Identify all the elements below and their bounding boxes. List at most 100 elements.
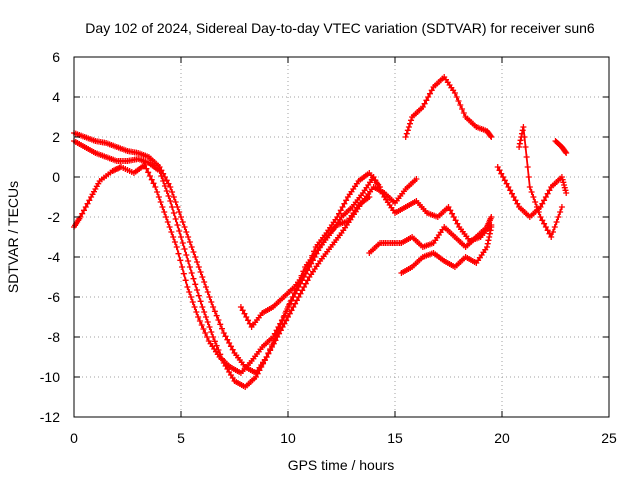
data-point: [526, 184, 533, 190]
data-point: [210, 304, 217, 310]
data-point: [198, 322, 205, 328]
data-point: [542, 224, 549, 230]
data-point: [366, 194, 373, 200]
data-point: [179, 240, 186, 246]
data-point: [305, 261, 312, 268]
data-point: [286, 310, 293, 317]
data-point: [404, 127, 411, 134]
data-point: [171, 239, 178, 245]
data-point: [173, 244, 180, 250]
data-point: [428, 87, 435, 94]
data-point: [196, 318, 203, 324]
data-point: [290, 304, 297, 310]
data-point: [176, 228, 183, 234]
data-point: [178, 214, 184, 220]
data-point: [186, 289, 193, 295]
data-point: [377, 184, 384, 190]
data-point: [226, 340, 233, 346]
data-point: [423, 97, 430, 104]
series-layer: [71, 74, 570, 390]
y-tick-labels: -12 -10 -8 -6 -4 -2 0 2 4 6: [40, 49, 60, 425]
series-line: [368, 216, 493, 254]
x-tick-label: 20: [494, 430, 510, 446]
data-point: [522, 144, 529, 150]
data-point: [186, 264, 193, 270]
data-point: [419, 104, 426, 110]
series-track-7: [398, 224, 495, 276]
data-point: [169, 189, 176, 195]
data-point: [175, 250, 182, 257]
data-point: [169, 204, 176, 210]
data-point: [486, 230, 493, 237]
data-point: [512, 197, 519, 204]
x-tick-label: 0: [70, 430, 78, 446]
data-point: [484, 240, 491, 247]
data-point: [170, 234, 177, 240]
data-point: [191, 304, 198, 310]
data-point: [500, 174, 507, 180]
data-point: [204, 319, 211, 325]
data-point: [150, 180, 157, 187]
data-point: [486, 234, 493, 240]
y-tick-label: 0: [52, 169, 60, 185]
data-point: [181, 246, 188, 252]
data-point: [542, 194, 549, 200]
data-point: [402, 134, 409, 140]
data-point: [86, 197, 93, 204]
data-point: [174, 222, 181, 228]
series-track-6: [366, 214, 495, 256]
data-point: [403, 130, 410, 137]
data-point: [562, 187, 569, 194]
data-point: [524, 164, 531, 170]
data-point: [548, 234, 555, 240]
data-point: [413, 176, 420, 182]
data-point: [199, 304, 206, 310]
y-tick-label: 6: [52, 49, 60, 65]
data-point: [193, 309, 200, 315]
plot-frame: [73, 56, 610, 418]
data-point: [199, 274, 206, 280]
data-point: [170, 194, 177, 200]
data-point: [307, 257, 314, 263]
series-track-10: [552, 138, 570, 156]
y-axis-label: SDTVAR / TECUs: [5, 181, 21, 293]
series-line: [73, 140, 493, 388]
data-point: [192, 281, 199, 288]
data-point: [168, 229, 175, 235]
data-point: [379, 190, 386, 197]
data-point: [289, 294, 296, 300]
data-point: [293, 297, 300, 304]
data-point: [197, 298, 204, 305]
data-point: [79, 210, 86, 217]
x-tick-label: 10: [280, 430, 296, 446]
data-point: [505, 184, 512, 190]
data-point: [532, 199, 539, 205]
data-point: [210, 334, 217, 340]
data-point: [187, 294, 194, 300]
data-point: [237, 304, 244, 310]
data-point: [539, 200, 546, 207]
data-point: [421, 100, 428, 107]
chart-title: Day 102 of 2024, Sidereal Day-to-day VTE…: [85, 20, 595, 36]
data-point: [291, 290, 298, 296]
data-point: [260, 360, 267, 367]
data-point: [544, 190, 551, 197]
series-track-5: [402, 74, 495, 140]
data-point: [405, 124, 412, 130]
data-point: [301, 284, 308, 290]
data-point: [487, 133, 494, 139]
data-point: [406, 120, 413, 127]
data-point: [192, 254, 199, 260]
data-point: [302, 280, 309, 287]
data-point: [239, 307, 246, 314]
data-point: [551, 224, 558, 230]
data-point: [488, 224, 495, 230]
data-point: [485, 237, 492, 244]
data-point: [426, 90, 433, 97]
series-track-4: [237, 170, 384, 330]
data-point: [172, 199, 179, 205]
data-point: [177, 257, 184, 264]
data-point: [299, 287, 306, 294]
data-point: [550, 229, 557, 235]
data-point: [525, 174, 532, 180]
